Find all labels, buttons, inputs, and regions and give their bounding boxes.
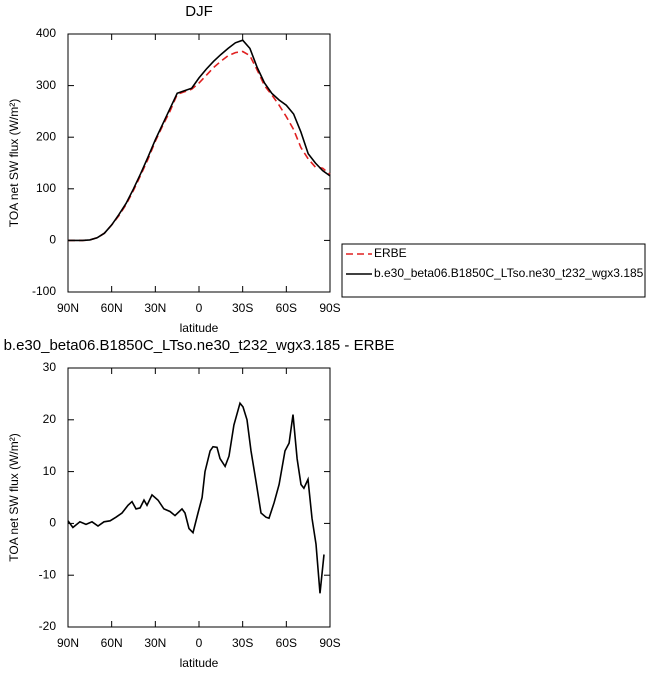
x-axis-label: latitude (180, 656, 219, 670)
y-tick-label: 200 (36, 129, 56, 143)
x-tick-label: 90S (319, 301, 340, 315)
y-tick-label: -100 (32, 284, 56, 298)
x-tick-label: 60N (101, 636, 123, 650)
data-line (68, 39, 331, 242)
plot-frame (67, 33, 331, 293)
x-tick-label: 30S (232, 636, 253, 650)
chart-title: b.e30_beta06.B1850C_LTso.ne30_t232_wgx3.… (4, 337, 395, 354)
y-tick-label: -10 (39, 567, 57, 581)
x-tick-label: 60S (276, 301, 297, 315)
data-line (67, 401, 325, 594)
x-tick-label: 30N (144, 636, 166, 650)
y-tick-label: 300 (36, 78, 56, 92)
x-axis-label: latitude (180, 321, 219, 335)
x-tick-label: 60S (276, 636, 297, 650)
y-tick-label: 0 (49, 516, 56, 530)
x-tick-label: 90S (319, 636, 340, 650)
x-tick-label: 30S (232, 301, 253, 315)
x-tick-label: 0 (196, 636, 203, 650)
x-tick-label: 60N (101, 301, 123, 315)
x-tick-label: 30N (144, 301, 166, 315)
x-tick-label: 0 (196, 301, 203, 315)
y-tick-label: 0 (49, 233, 56, 247)
y-tick-label: 100 (36, 181, 56, 195)
plot-frame (67, 367, 331, 628)
y-tick-label: 10 (43, 464, 57, 478)
y-axis-label: TOA net SW flux (W/m²) (7, 433, 21, 561)
legend-label: ERBE (374, 246, 407, 260)
x-tick-label: 90N (57, 636, 79, 650)
data-line (68, 50, 331, 242)
legend-box (341, 243, 646, 298)
chart-title: DJF (185, 3, 213, 20)
y-tick-label: 30 (43, 360, 57, 374)
y-axis-label: TOA net SW flux (W/m²) (7, 99, 21, 227)
x-tick-label: 90N (57, 301, 79, 315)
y-tick-label: -20 (39, 619, 57, 633)
legend-label: b.e30_beta06.B1850C_LTso.ne30_t232_wgx3.… (374, 266, 644, 280)
y-tick-label: 400 (36, 26, 56, 40)
y-tick-label: 20 (43, 412, 57, 426)
